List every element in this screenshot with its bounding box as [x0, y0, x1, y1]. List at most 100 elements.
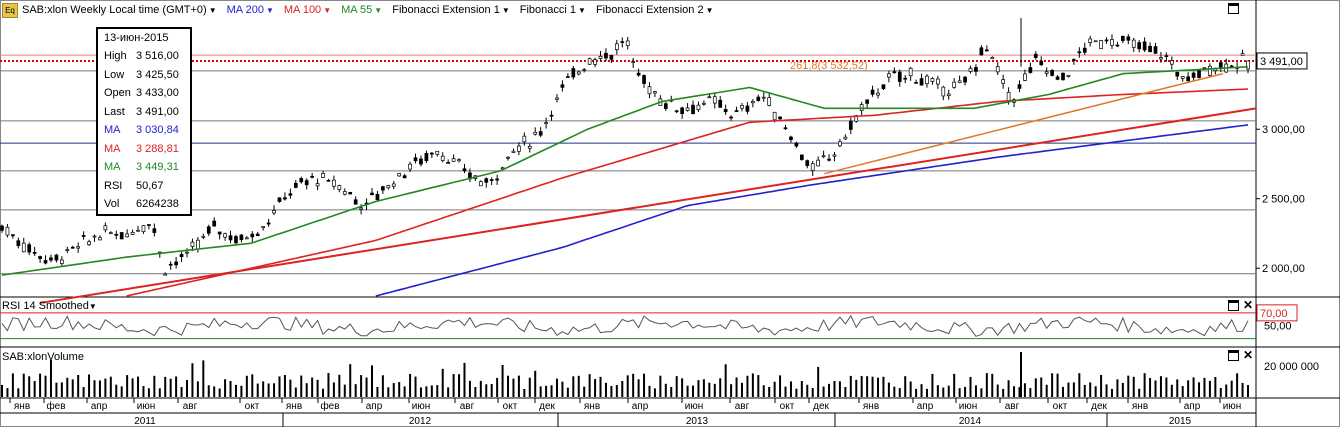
- candle-body: [957, 80, 962, 83]
- month-label: авг: [183, 401, 198, 412]
- volume-bar: [44, 375, 47, 397]
- rsi-level-label: 70,00: [1260, 308, 1288, 320]
- volume-bar: [82, 387, 85, 397]
- volume-bar: [354, 384, 357, 397]
- volume-panel-close-button[interactable]: ✕: [1243, 348, 1254, 362]
- volume-bar: [664, 383, 667, 397]
- candle-body: [522, 135, 527, 143]
- data-window-row: MA 3 449,31: [104, 161, 179, 174]
- candle-body: [685, 107, 690, 111]
- candle-body: [266, 222, 271, 225]
- volume-bar: [740, 382, 743, 397]
- month-label: дек: [1091, 401, 1107, 412]
- candle-body: [712, 96, 717, 104]
- dropdown-icon[interactable]: ▼: [208, 5, 217, 15]
- month-label: июн: [137, 401, 156, 412]
- volume-bar: [1181, 386, 1184, 397]
- candle-body: [527, 146, 532, 149]
- candle-body: [587, 58, 592, 65]
- candle-body: [163, 273, 168, 276]
- volume-bar: [343, 384, 346, 397]
- candle-body: [1240, 53, 1245, 56]
- candle-body: [729, 116, 733, 119]
- instrument-label[interactable]: SAB:xlon Weekly Local time (GMT+0): [22, 4, 207, 16]
- volume-bar: [849, 375, 852, 397]
- candle-body: [778, 116, 782, 120]
- volume-bar: [39, 373, 42, 397]
- price-panel-maximize-button[interactable]: [1228, 3, 1239, 14]
- volume-bar: [1208, 380, 1211, 397]
- candle-body: [386, 185, 391, 189]
- volume-bar: [1018, 387, 1021, 397]
- volume-bar: [98, 380, 101, 397]
- volume-panel-maximize-button[interactable]: [1228, 350, 1239, 361]
- volume-bar: [1105, 384, 1108, 397]
- candle-body: [43, 260, 48, 264]
- month-label: янв: [863, 401, 879, 412]
- candle-body: [244, 237, 249, 240]
- volume-bar: [969, 376, 972, 397]
- rsi-panel-close-button[interactable]: ✕: [1243, 298, 1254, 312]
- candle-body: [1001, 79, 1006, 84]
- candle-body: [881, 84, 886, 89]
- candle-body: [375, 193, 380, 201]
- indicator-legend-item[interactable]: MA 55 ▼: [341, 4, 383, 16]
- volume-bar: [1165, 377, 1168, 397]
- volume-bar: [681, 378, 684, 397]
- rsi-panel-maximize-button[interactable]: [1228, 300, 1239, 311]
- volume-bar: [1094, 386, 1097, 397]
- volume-bar: [202, 360, 205, 397]
- volume-bar: [637, 379, 640, 397]
- candle-body: [620, 41, 625, 43]
- volume-bar: [762, 385, 765, 397]
- candle-body: [98, 237, 102, 241]
- candle-body: [326, 179, 331, 182]
- candle-body: [0, 225, 4, 231]
- indicator-legend-item[interactable]: Fibonacci Extension 1 ▼: [392, 4, 510, 16]
- candle-body: [566, 76, 570, 78]
- candle-body: [391, 183, 396, 187]
- volume-bar: [817, 366, 820, 397]
- volume-bar: [844, 387, 847, 397]
- candle-body: [1191, 72, 1196, 78]
- volume-bar: [1013, 386, 1016, 397]
- candle-body: [293, 182, 298, 188]
- rsi-panel-title[interactable]: RSI 14 Smoothed▼: [2, 300, 97, 312]
- candle-body: [1039, 60, 1044, 66]
- candle-body: [342, 191, 347, 195]
- candle-body: [925, 75, 929, 84]
- candle-body: [745, 105, 750, 112]
- indicator-legend-item[interactable]: MA 100 ▼: [283, 4, 332, 16]
- volume-bar: [479, 380, 482, 397]
- indicator-legend-item[interactable]: Fibonacci Extension 2 ▼: [595, 4, 714, 16]
- fibonacci-extension-trendline: [824, 72, 1224, 175]
- candle-body: [576, 71, 581, 75]
- data-window-row: High 3 516,00: [104, 50, 179, 63]
- volume-bar: [1241, 382, 1244, 397]
- candle-body: [560, 84, 565, 88]
- candle-body: [936, 78, 940, 85]
- candle-body: [1121, 35, 1125, 41]
- candle-body: [571, 68, 576, 78]
- volume-bar: [947, 385, 950, 397]
- candle-body: [21, 242, 26, 253]
- volume-bar: [985, 373, 988, 397]
- candle-body: [544, 122, 548, 125]
- indicator-legend-item[interactable]: Fibonacci 1 ▼: [519, 4, 586, 16]
- volume-bar: [751, 373, 754, 397]
- volume-bar: [463, 362, 466, 397]
- candle-body: [941, 86, 946, 97]
- candle-body: [805, 160, 810, 166]
- candle-body: [196, 239, 200, 250]
- instrument-selector[interactable]: Eq SAB:xlon Weekly Local time (GMT+0) ▼: [2, 2, 217, 18]
- volume-bar: [893, 386, 896, 397]
- candle-body: [435, 150, 440, 155]
- volume-bar: [1034, 378, 1037, 397]
- candle-body: [1088, 38, 1093, 43]
- candle-body: [1153, 46, 1158, 54]
- indicator-legend-item[interactable]: MA 200 ▼: [226, 4, 274, 16]
- volume-bar: [659, 375, 662, 397]
- candle-body: [974, 67, 978, 72]
- volume-bar: [485, 384, 488, 397]
